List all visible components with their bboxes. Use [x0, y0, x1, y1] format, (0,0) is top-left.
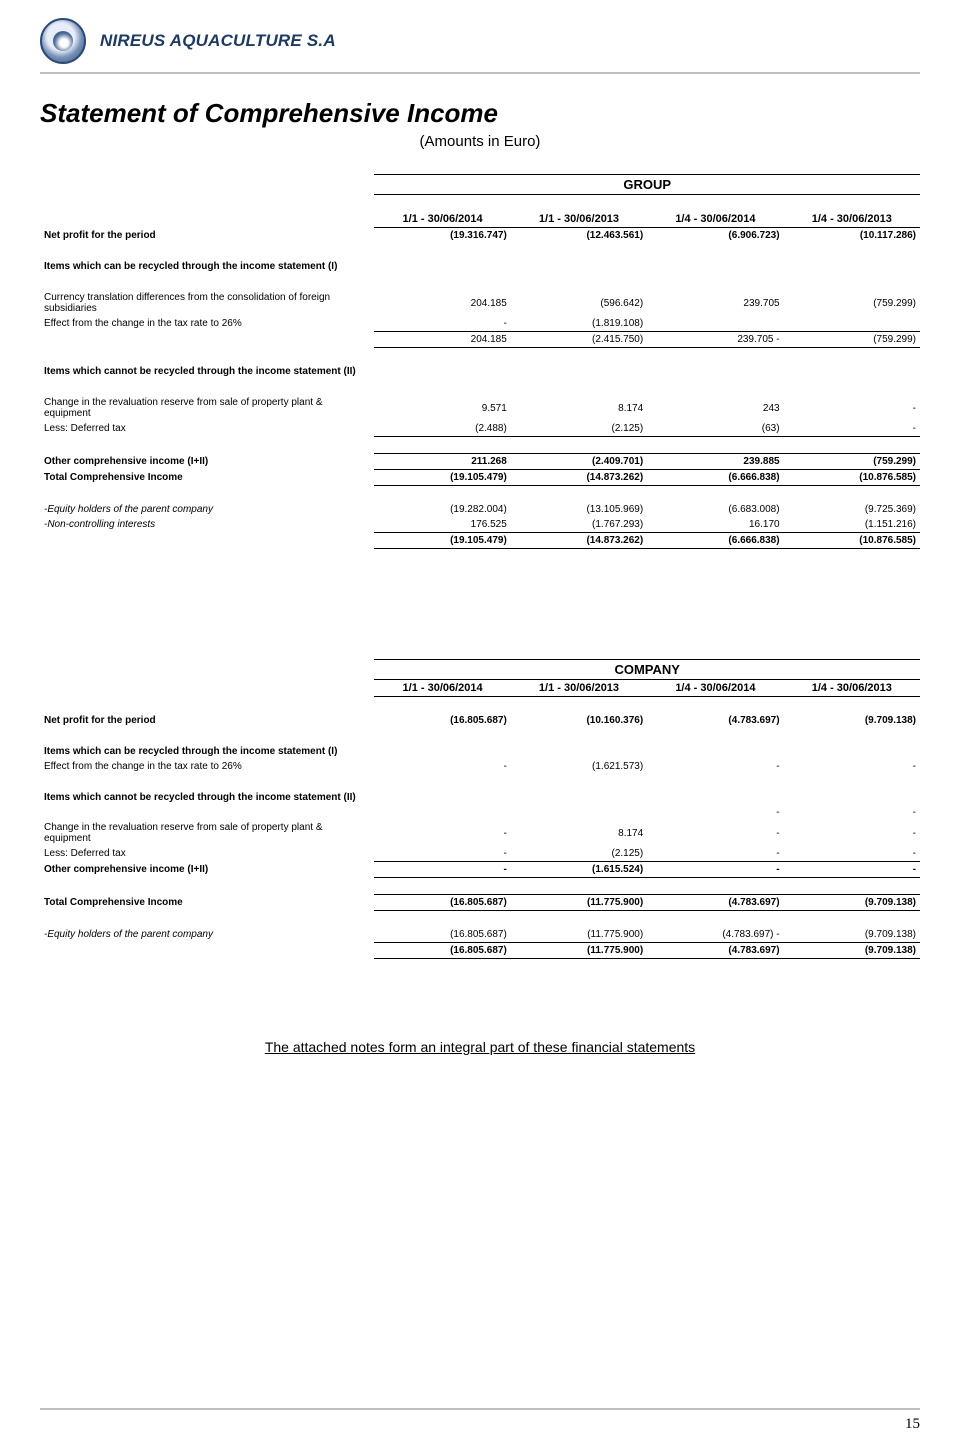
company-logo — [40, 18, 86, 64]
row-tci: Total Comprehensive Income — [40, 470, 374, 486]
row-items-not-recycled: Items which cannot be recycled through t… — [40, 364, 374, 379]
page-header: NIREUS AQUACULTURE S.A — [40, 18, 920, 74]
page-title: Statement of Comprehensive Income — [40, 98, 920, 129]
c-period-col-3: 1/4 - 30/06/2014 — [647, 680, 783, 697]
row-deferred: Less: Deferred tax — [40, 421, 374, 437]
c-period-col-4: 1/4 - 30/06/2013 — [784, 680, 920, 697]
page-number: 15 — [905, 1416, 920, 1432]
group-heading: GROUP — [374, 175, 920, 195]
row-equity-holders: -Equity holders of the parent company — [40, 502, 374, 517]
row-nci: -Non-controlling interests — [40, 517, 374, 533]
period-col-1: 1/1 - 30/06/2014 — [374, 211, 510, 228]
c-row-tci: Total Comprehensive Income — [40, 895, 374, 911]
row-items-recycled: Items which can be recycled through the … — [40, 259, 374, 274]
page-subtitle: (Amounts in Euro) — [40, 133, 920, 150]
company-name: NIREUS AQUACULTURE S.A — [100, 31, 336, 51]
c-row-oci-sum: Other comprehensive income (I+II) — [40, 862, 374, 878]
row-tax26: Effect from the change in the tax rate t… — [40, 316, 374, 332]
c-row-equity-holders: -Equity holders of the parent company — [40, 927, 374, 943]
company-table: COMPANY 1/1 - 30/06/2014 1/1 - 30/06/201… — [40, 659, 920, 959]
c-row-reval: Change in the revaluation reserve from s… — [40, 820, 374, 846]
c-period-col-2: 1/1 - 30/06/2013 — [511, 680, 647, 697]
group-table: GROUP 1/1 - 30/06/2014 1/1 - 30/06/2013 … — [40, 174, 920, 549]
notes-link: The attached notes form an integral part… — [40, 1039, 920, 1055]
row-net-profit: Net profit for the period — [40, 228, 374, 244]
c-row-items-not-recycled: Items which cannot be recycled through t… — [40, 790, 374, 805]
c-period-col-1: 1/1 - 30/06/2014 — [374, 680, 510, 697]
page-footer: 15 — [40, 1408, 920, 1433]
row-oci-sum: Other comprehensive income (I+II) — [40, 454, 374, 470]
period-col-2: 1/1 - 30/06/2013 — [511, 211, 647, 228]
row-reval: Change in the revaluation reserve from s… — [40, 395, 374, 421]
period-col-4: 1/4 - 30/06/2013 — [784, 211, 920, 228]
row-currency: Currency translation differences from th… — [40, 290, 374, 316]
c-row-deferred: Less: Deferred tax — [40, 846, 374, 862]
period-col-3: 1/4 - 30/06/2014 — [647, 211, 783, 228]
c-row-net-profit: Net profit for the period — [40, 713, 374, 728]
c-row-items-recycled: Items which can be recycled through the … — [40, 744, 374, 759]
c-row-tax26: Effect from the change in the tax rate t… — [40, 759, 374, 774]
company-heading: COMPANY — [374, 660, 920, 680]
